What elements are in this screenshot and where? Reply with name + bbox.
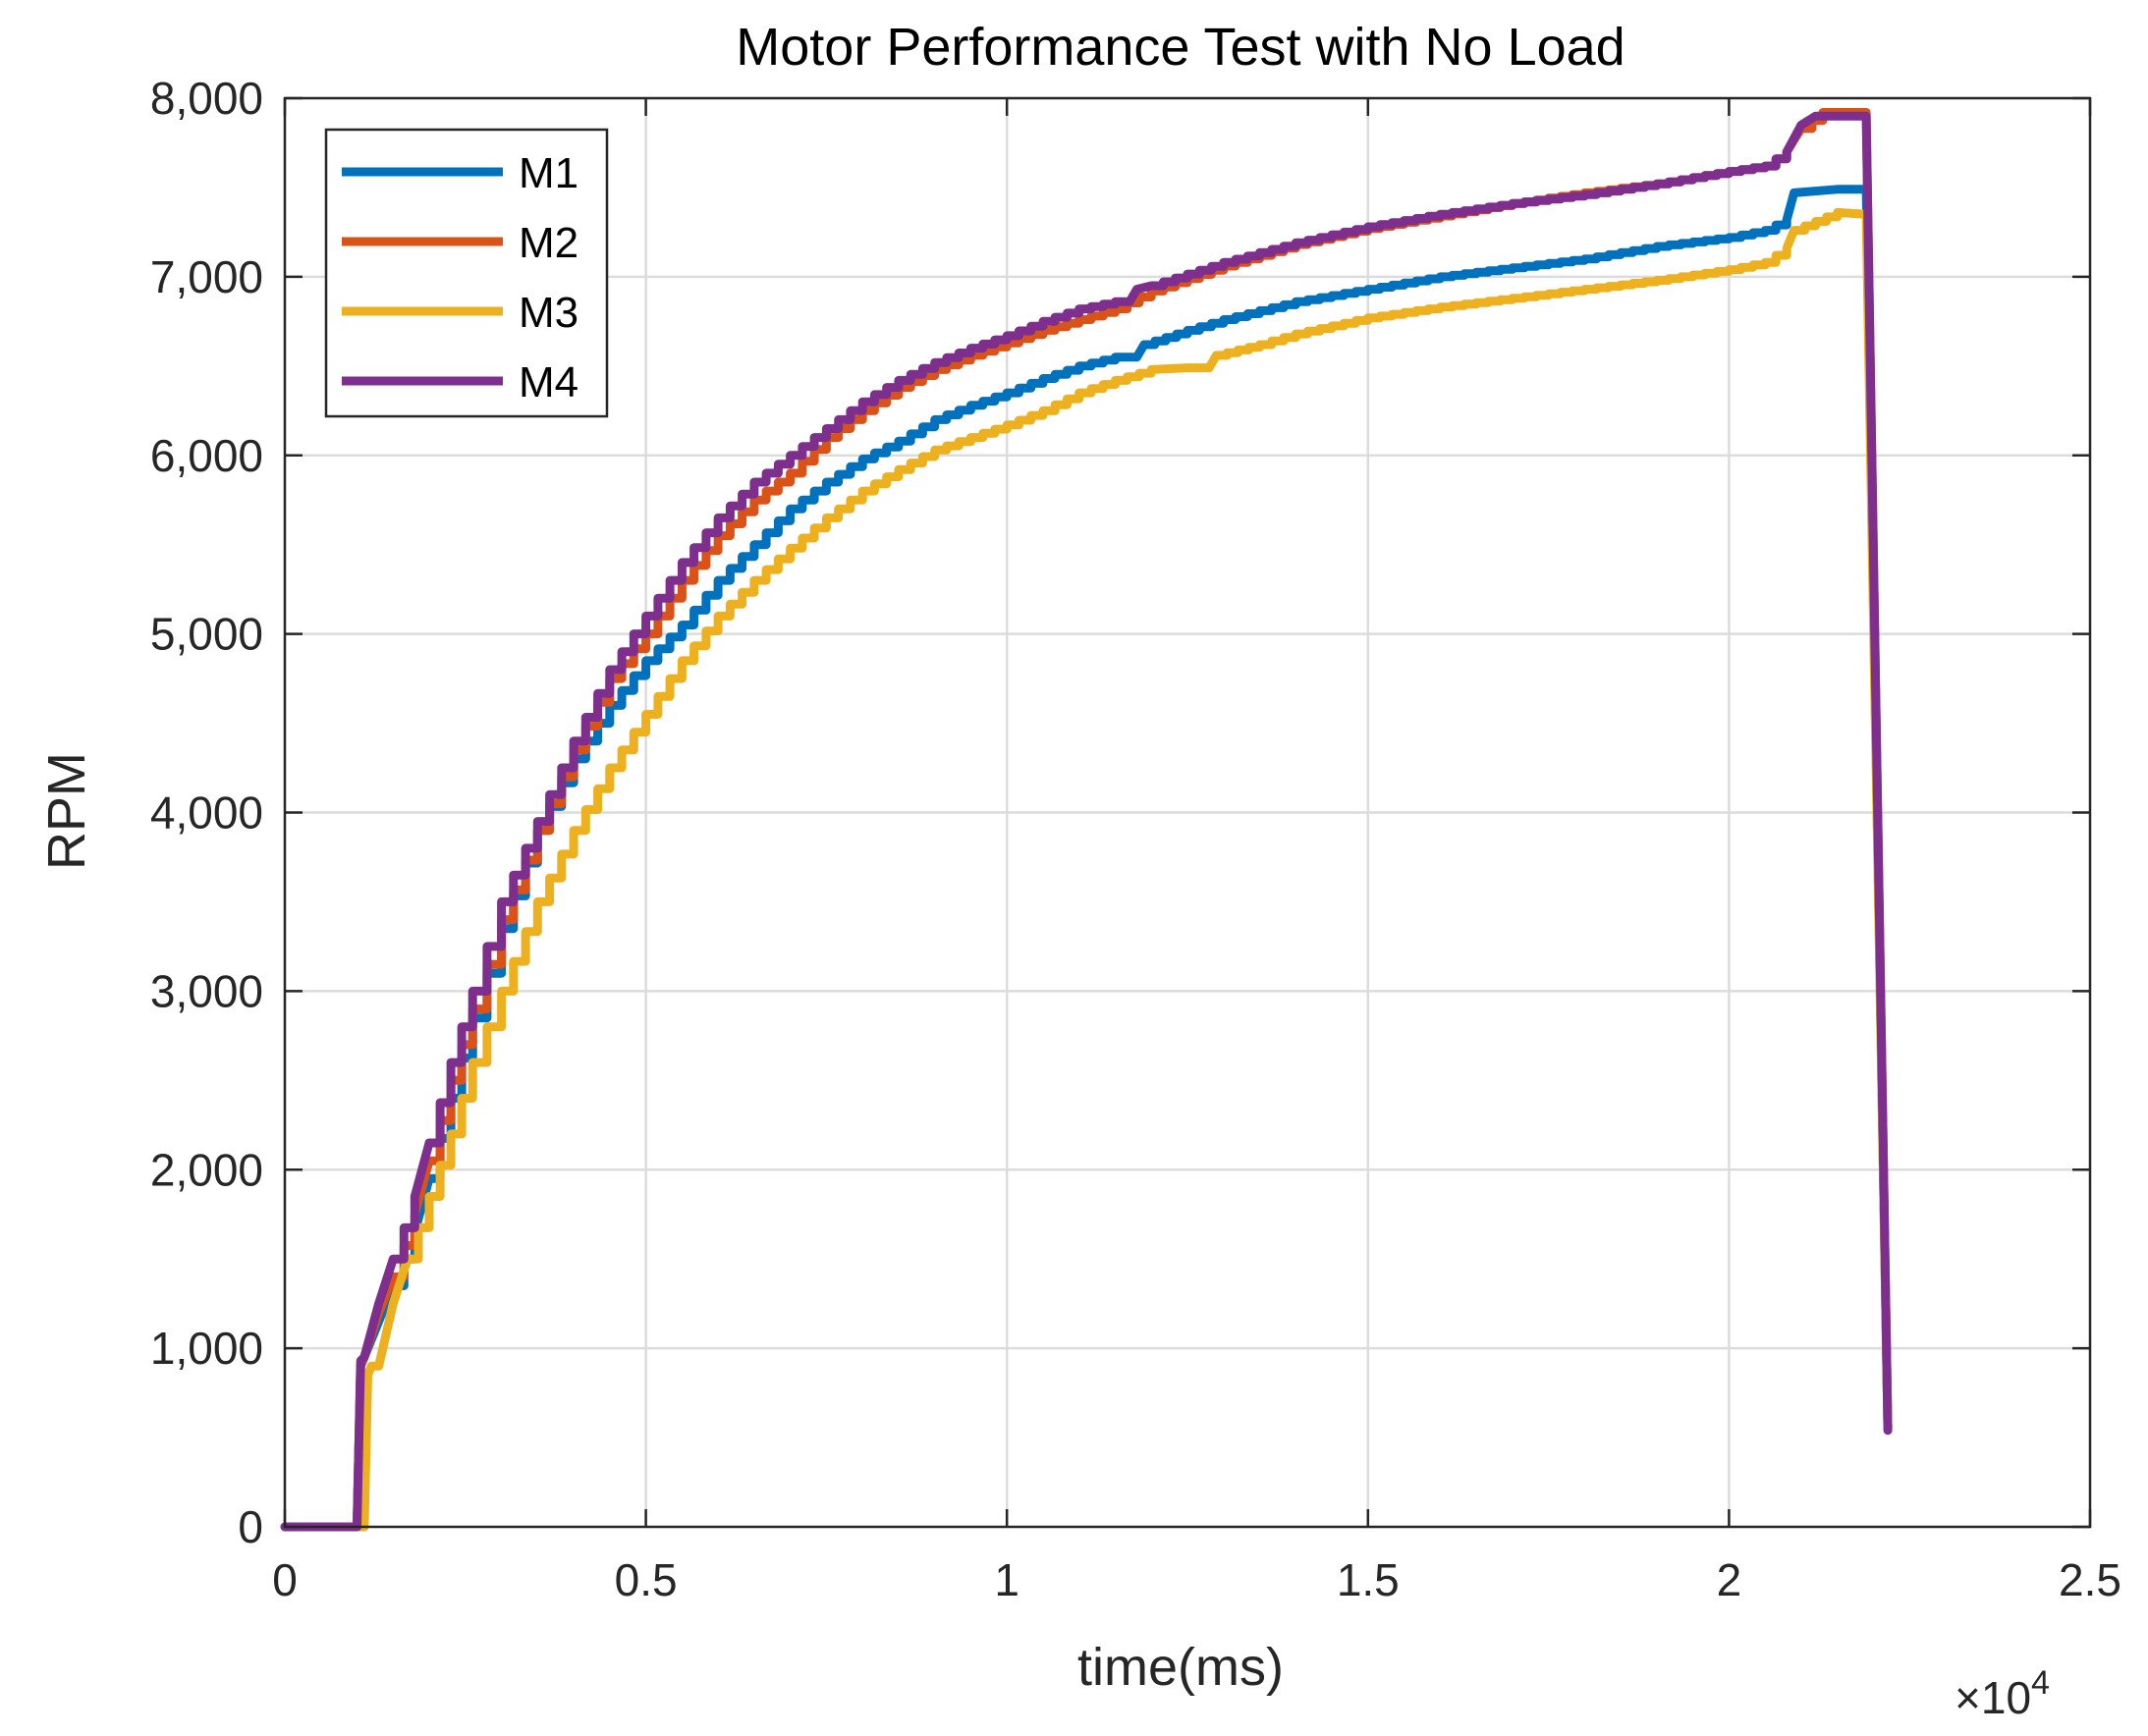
- chart-title: Motor Performance Test with No Load: [736, 18, 1625, 77]
- y-tick-label: 8,000: [150, 73, 263, 124]
- legend-label-m2: M2: [519, 219, 578, 267]
- y-tick-label: 1,000: [150, 1323, 263, 1374]
- y-tick-label: 5,000: [150, 609, 263, 660]
- legend: M1 M2 M3 M4: [324, 128, 609, 418]
- x-tick-label: 2: [1717, 1554, 1742, 1605]
- x-tick-label: 0.5: [615, 1554, 678, 1605]
- legend-items: M1 M2 M3 M4: [342, 149, 578, 407]
- tick-marks: [283, 96, 2092, 1529]
- x-tick-label: 2.5: [2059, 1554, 2121, 1605]
- x-tick-label: 1: [994, 1554, 1019, 1605]
- plot-lines: [280, 108, 1893, 1532]
- x-tick-label: 0: [272, 1554, 298, 1605]
- x-axis-exponent: ×104: [1955, 1664, 2050, 1723]
- y-tick-label: 3,000: [150, 965, 263, 1016]
- y-tick-label: 2,000: [150, 1144, 263, 1195]
- tick-labels: 0 0.5 1 1.5 2 2.5 0 1,000 2,000 3,000 4,000 5,000 6,…: [150, 73, 2121, 1605]
- series-line-m3: [280, 207, 1893, 1532]
- legend-box: [324, 128, 609, 418]
- x-exponent-base: ×10: [1955, 1672, 2031, 1723]
- y-tick-label: 6,000: [150, 430, 263, 481]
- y-tick-label: 0: [238, 1501, 263, 1552]
- series-line-m1: [280, 185, 1893, 1532]
- x-exponent-power: 4: [2031, 1664, 2050, 1702]
- legend-label-m4: M4: [519, 358, 578, 407]
- y-tick-label: 7,000: [150, 251, 263, 302]
- y-axis-label: RPM: [37, 752, 96, 870]
- series-line-m4: [280, 111, 1893, 1532]
- x-tick-label: 1.5: [1337, 1554, 1400, 1605]
- legend-label-m3: M3: [519, 289, 578, 337]
- legend-label-m1: M1: [519, 149, 578, 197]
- x-axis-label: time(ms): [1077, 1638, 1284, 1697]
- y-tick-label: 4,000: [150, 787, 263, 839]
